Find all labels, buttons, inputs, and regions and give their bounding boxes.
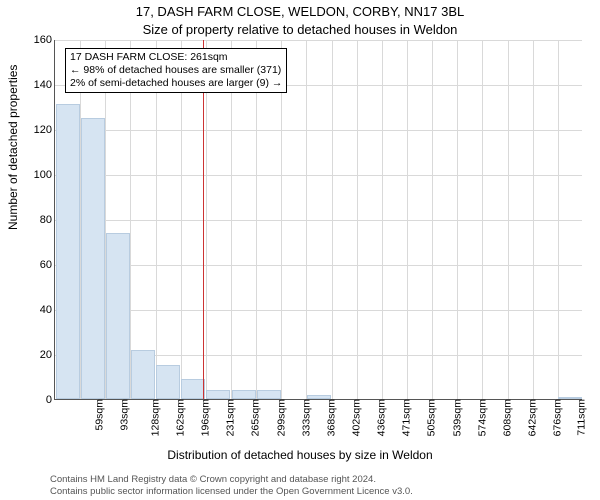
gridline-v	[407, 40, 408, 399]
x-tick-label: 231sqm	[225, 399, 237, 436]
annotation-line3: 2% of semi-detached houses are larger (9…	[70, 77, 282, 90]
reference-line	[203, 40, 204, 399]
x-tick-label: 93sqm	[118, 399, 130, 431]
x-tick-label: 539sqm	[451, 399, 463, 436]
gridline-v	[181, 40, 182, 399]
x-tick-label: 436sqm	[376, 399, 388, 436]
y-tick-label: 140	[24, 79, 52, 91]
chart-title-line1: 17, DASH FARM CLOSE, WELDON, CORBY, NN17…	[0, 4, 600, 19]
chart-title-line2: Size of property relative to detached ho…	[0, 22, 600, 37]
x-tick-label: 368sqm	[325, 399, 337, 436]
x-tick-label: 162sqm	[174, 399, 186, 436]
y-tick-label: 160	[24, 34, 52, 46]
plot-area: 02040608010012014016059sqm93sqm128sqm162…	[54, 40, 582, 400]
gridline-v	[130, 40, 131, 399]
histogram-bar	[81, 118, 105, 399]
histogram-bar	[156, 365, 180, 399]
x-tick-label: 59sqm	[93, 399, 105, 431]
gridline-v	[206, 40, 207, 399]
x-tick-label: 402sqm	[350, 399, 362, 436]
x-axis-label: Distribution of detached houses by size …	[0, 448, 600, 462]
gridline-v	[357, 40, 358, 399]
y-tick-label: 40	[24, 304, 52, 316]
x-tick-label: 471sqm	[401, 399, 413, 436]
x-tick-label: 196sqm	[200, 399, 212, 436]
histogram-bar	[131, 350, 155, 400]
x-tick-label: 711sqm	[576, 399, 588, 436]
gridline-h	[55, 175, 582, 176]
x-tick-label: 505sqm	[426, 399, 438, 436]
histogram-bar	[558, 397, 582, 399]
gridline-v	[306, 40, 307, 399]
histogram-bar	[106, 233, 130, 400]
gridline-v	[256, 40, 257, 399]
gridline-v	[558, 40, 559, 399]
gridline-h	[55, 310, 582, 311]
annotation-line1: 17 DASH FARM CLOSE: 261sqm	[70, 51, 282, 64]
y-axis-label: Number of detached properties	[6, 65, 20, 230]
histogram-bar	[257, 390, 281, 399]
y-tick-label: 120	[24, 124, 52, 136]
x-tick-label: 333sqm	[300, 399, 312, 436]
x-tick-label: 299sqm	[275, 399, 287, 436]
gridline-v	[382, 40, 383, 399]
attribution-line1: Contains HM Land Registry data © Crown c…	[50, 474, 590, 486]
x-tick-label: 265sqm	[250, 399, 262, 436]
gridline-h	[55, 130, 582, 131]
gridline-v	[482, 40, 483, 399]
y-tick-label: 100	[24, 169, 52, 181]
gridline-h	[55, 40, 582, 41]
x-tick-label: 128sqm	[149, 399, 161, 436]
gridline-v	[432, 40, 433, 399]
histogram-bar	[206, 390, 230, 399]
annotation-box: 17 DASH FARM CLOSE: 261sqm ← 98% of deta…	[65, 48, 287, 93]
histogram-bar	[307, 395, 331, 400]
y-tick-label: 80	[24, 214, 52, 226]
x-tick-label: 676sqm	[552, 399, 564, 436]
attribution-line2: Contains public sector information licen…	[50, 486, 590, 498]
gridline-v	[156, 40, 157, 399]
x-tick-label: 574sqm	[476, 399, 488, 436]
x-tick-label: 608sqm	[501, 399, 513, 436]
gridline-v	[457, 40, 458, 399]
gridline-v	[231, 40, 232, 399]
y-tick-label: 20	[24, 349, 52, 361]
annotation-line2: ← 98% of detached houses are smaller (37…	[70, 64, 282, 77]
y-tick-label: 60	[24, 259, 52, 271]
gridline-v	[508, 40, 509, 399]
histogram-bar	[56, 104, 80, 399]
histogram-bar	[181, 379, 205, 399]
gridline-v	[533, 40, 534, 399]
gridline-v	[281, 40, 282, 399]
y-tick-label: 0	[24, 394, 52, 406]
gridline-h	[55, 220, 582, 221]
gridline-v	[332, 40, 333, 399]
gridline-h	[55, 265, 582, 266]
histogram-bar	[232, 390, 256, 399]
x-tick-label: 642sqm	[526, 399, 538, 436]
attribution: Contains HM Land Registry data © Crown c…	[50, 474, 590, 498]
